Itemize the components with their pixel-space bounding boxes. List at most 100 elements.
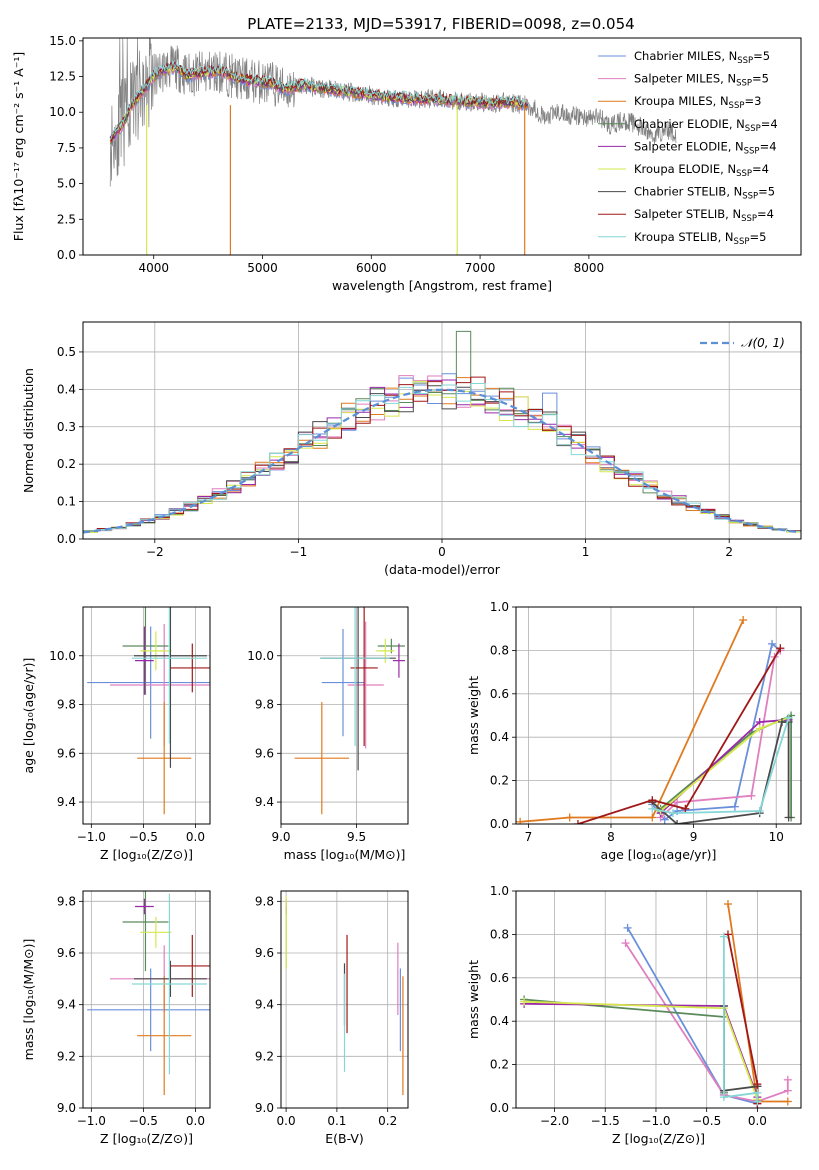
massweight-vs-Z-marker-salpeter_miles [783,1086,792,1095]
massweight-vs-Z-ytick-label: 1.0 [490,884,509,898]
residuals-ytick-label: 0.3 [57,420,76,434]
residuals-plot-area [83,330,801,535]
spectrum-ytick-label: 15.0 [49,34,76,48]
legend-entry-salpeter_miles: Salpeter MILES, NSSP=5 [634,72,769,89]
massweight-vs-Z-xtick-label: −0.5 [692,1114,721,1128]
massweight-vs-Z-marker-salpeter_stelib [753,1080,762,1089]
legend-entry-chabrier_elodie: Chabrier ELODIE, NSSP=4 [634,117,778,134]
spectrum-xlabel: wavelength [Angstrom, rest frame] [332,278,552,293]
mass-vs-EBV-frame [280,890,409,1109]
spectrum-model-kroupa_miles [109,63,530,144]
legend-entry-subscript: SSP [737,56,753,66]
legend-entry-salpeter_stelib: Salpeter STELIB, NSSP=4 [634,207,774,224]
massweight-vs-Z-frame [515,890,802,1109]
massweight-vs-Z-marker-kroupa_stelib [719,1093,728,1102]
massweight-vs-age-marker-chabrier_miles [660,815,669,824]
legend-entry-label: Kroupa STELIB, N [634,230,734,244]
legend-entry-gaussian: 𝒩(0, 1) [741,336,785,350]
mass-vs-EBV-xlabel: E(B-V) [325,1131,364,1146]
legend-entry-count: =5 [753,49,770,63]
massweight-vs-age-line-salpeter_stelib [577,647,782,824]
age-vs-mass-errorbar-kroupa_miles [294,702,350,815]
age-vs-mass-errorbar-kroupa_stelib [320,607,390,746]
mass-vs-Z-errorbar-kroupa_miles [137,976,192,1096]
spectrum-xtick-label: 4000 [138,261,169,275]
age-vs-mass-ytick-label: 9.6 [255,746,274,760]
massweight-vs-age-xtick-label: 9 [690,830,698,844]
residuals-frame [82,321,802,540]
massweight-vs-age-marker-kroupa_miles [739,616,748,625]
age-vs-Z-errorbar-kroupa_stelib [131,607,207,744]
mass-vs-Z-xtick-label: 0.0 [186,1114,205,1128]
mass-vs-Z-errorbar-chabrier_miles [87,968,210,1052]
legend-entry-subscript: SSP [741,214,757,224]
legend-entry-subscript: SSP [736,79,752,89]
legend-entry-label: Kroupa ELODIE, N [634,162,736,176]
age-vs-Z-ytick-label: 9.4 [57,795,76,809]
spectrum-axes: 4000 5000 6000 7000 8000 0.0 2.5 5.0 7.5 10.0 12.5… [11,34,604,293]
legend-entry-count: =3 [744,94,761,108]
spectrum-ytick-label: 10.0 [49,105,76,119]
massweight-vs-Z-line-kroupa_stelib [723,936,759,1102]
mass-vs-EBV-ytick-label: 9.0 [255,1101,274,1115]
massweight-vs-Z-marker-salpeter_stelib [723,930,732,939]
massweight-vs-Z-marker-kroupa_miles [723,900,732,909]
legend-entry-subscript: SSP [734,237,750,247]
spectrum-ytick-label: 2.5 [57,212,76,226]
mass-vs-Z-axes: −1.0 −0.5 0.0 9.0 9.2 9.4 9.6 9.8 Z [log₁₀(Z/Z⊙)… [21,891,210,1146]
residuals-ytick-label: 0.1 [57,495,76,509]
legend-entry-subscript: SSP [736,169,752,179]
mass-vs-Z-errorbar-chabrier_stelib [134,960,207,997]
massweight-vs-age-ytick-label: 0.8 [490,643,509,657]
mass-vs-EBV-axes: 0.0 0.1 0.2 9.0 9.2 9.4 9.6 9.8 E(B-V) [255,891,408,1146]
age-vs-Z-ylabel: age [log₁₀(age/yr)] [21,658,36,774]
massweight-vs-Z-xlabel: Z [log₁₀(Z/Z⊙)] [612,1131,705,1146]
massweight-vs-Z-marker-chabrier_miles [623,923,632,932]
age-vs-mass-errorbar-salpeter_miles [347,621,384,749]
age-vs-mass-xtick-label: 9.5 [347,830,366,844]
age-vs-Z-axes: −1.0 −0.5 0.0 9.4 9.6 9.8 10.0 Z [log₁₀(Z/Z⊙)] a… [21,607,210,862]
residuals-xtick-label: −1 [290,545,308,559]
residuals-xtick-label: 0 [438,545,446,559]
spectrum-xtick-label: 7000 [465,261,496,275]
massweight-vs-Z-marker-kroupa_elodie [520,997,529,1006]
spectrum-ytick-label: 7.5 [57,141,76,155]
massweight-vs-age-xtick-label: 7 [525,830,533,844]
mass-vs-Z-xlabel: Z [log₁₀(Z/Z⊙)] [100,1131,193,1146]
massweight-vs-age-ytick-label: 0.6 [490,687,509,701]
gaussian-curve [83,388,799,534]
residuals-ytick-label: 0.5 [57,345,76,359]
massweight-vs-age-axes: 7 8 9 10 0.0 0.2 0.4 0.6 0.8 1.0 age [log₁₀(age/yr… [466,600,801,862]
legend-entry-count: =5 [752,72,769,86]
age-vs-mass-ytick-label: 9.4 [255,795,274,809]
mass-vs-EBV-ytick-label: 9.8 [255,894,274,908]
mass-vs-EBV-ytick-label: 9.2 [255,1049,274,1063]
legend-entry-label: Salpeter STELIB, N [634,207,741,221]
age-vs-Z-ytick-label: 9.8 [57,698,76,712]
massweight-vs-Z-ylabel: mass weight [466,960,481,1039]
legend-entry-subscript: SSP [742,192,758,202]
massweight-vs-Z-marker-kroupa_stelib [753,1088,762,1097]
spectrum-xtick-label: 5000 [247,261,278,275]
legend-entry-label: Kroupa MILES, N [634,94,729,108]
spectrum-frame [82,37,802,256]
massweight-vs-Z-xtick-label: −1.5 [591,1114,620,1128]
mass-vs-Z-errorbar-salpeter_elodie [135,898,154,915]
massweight-vs-Z-marker-kroupa_stelib [753,1097,762,1106]
mass-vs-Z-errorbar-chabrier_elodie [122,891,169,972]
age-vs-mass-plot-area [294,607,405,815]
massweight-vs-Z-plot-area [520,900,792,1108]
massweight-vs-age-marker-chabrier_stelib [673,820,682,824]
mass-vs-Z-ytick-label: 9.2 [57,1049,76,1063]
legend-entry-count: =4 [752,162,769,176]
age-vs-Z-errorbar-salpeter_stelib [169,643,210,693]
massweight-vs-Z-marker-salpeter_miles [621,939,630,948]
spectrum-plot-area [109,38,677,255]
legend-entry-label: Salpeter ELODIE, N [634,139,744,153]
massweight-vs-age-marker-kroupa_stelib [648,804,657,813]
massweight-vs-age-marker-salpeter_miles [673,798,682,807]
massweight-vs-Z-marker-kroupa_miles [783,1097,792,1106]
mass-vs-Z-errorbar-kroupa_elodie [140,916,172,948]
massweight-vs-age-frame [515,606,802,825]
massweight-vs-age-line-kroupa_miles [520,619,745,823]
